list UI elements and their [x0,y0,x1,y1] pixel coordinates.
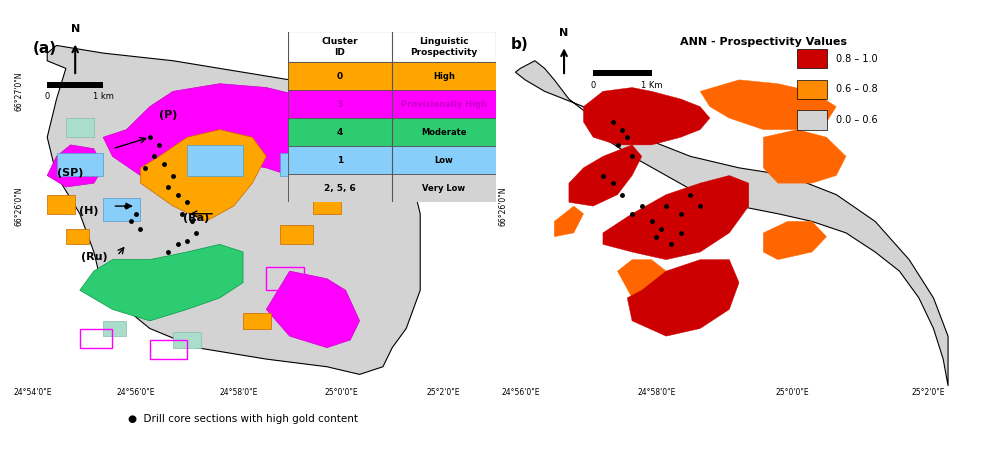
Text: 24°54'0"E: 24°54'0"E [14,388,53,397]
Text: 1 Km: 1 Km [641,81,663,90]
Text: 2, 5, 6: 2, 5, 6 [323,184,356,193]
Bar [173,332,201,347]
Text: 24°58'0"E: 24°58'0"E [219,388,258,397]
Polygon shape [516,61,948,386]
Polygon shape [48,145,103,187]
Text: (H): (H) [79,206,99,216]
Bar [266,267,304,290]
Text: (SP): (SP) [58,167,83,177]
Bar [187,145,243,176]
Text: 66°26'0"N: 66°26'0"N [15,186,24,226]
Bar [48,194,75,214]
Text: 24°56'0"E: 24°56'0"E [501,388,540,397]
Text: 0.6 – 0.8: 0.6 – 0.8 [836,85,878,94]
Text: 0: 0 [590,81,596,90]
Text: Cluster
ID: Cluster ID [321,37,358,57]
Text: 25°0'0"E: 25°0'0"E [776,388,809,397]
Polygon shape [79,244,243,321]
Bar [288,62,392,90]
Bar [392,146,496,175]
Bar [48,82,103,88]
Polygon shape [141,130,266,221]
Bar [150,340,187,359]
Polygon shape [103,84,345,183]
Bar [313,198,341,214]
Text: 0: 0 [45,92,50,101]
Text: Very Low: Very Low [423,184,465,193]
Bar [65,118,94,137]
Bar [392,62,496,90]
Bar [288,175,392,202]
Bar [798,49,826,68]
Bar [288,118,392,146]
Text: b): b) [511,37,529,52]
Bar [79,328,112,347]
Text: 0.8 – 1.0: 0.8 – 1.0 [836,54,878,64]
Polygon shape [48,45,421,374]
Bar [243,313,271,328]
Text: Linguistic
Prospectivity: Linguistic Prospectivity [411,37,477,57]
Polygon shape [617,260,667,298]
Bar [103,321,126,336]
Bar [392,175,496,202]
Text: 1: 1 [336,156,343,165]
Bar [281,225,312,244]
Bar [281,153,327,176]
Bar [798,111,826,130]
Bar [288,146,392,175]
Bar [392,118,496,146]
Polygon shape [627,260,739,336]
Bar [57,153,103,176]
Bar [593,70,652,76]
Text: 25°2'0"E: 25°2'0"E [427,388,460,397]
Bar [288,32,496,62]
Text: Provisionally High: Provisionally High [401,100,487,109]
Bar [327,130,355,145]
Text: (P): (P) [160,110,178,120]
Text: (a): (a) [33,41,58,56]
Text: (Ru): (Ru) [80,252,107,261]
Polygon shape [569,145,642,206]
Text: 1 km: 1 km [92,92,114,101]
Text: ANN - Prospectivity Values: ANN - Prospectivity Values [680,36,847,47]
Text: Low: Low [434,156,453,165]
Polygon shape [555,206,583,237]
Text: (Ra): (Ra) [184,213,209,223]
Text: ●  Drill core sections with high gold content: ● Drill core sections with high gold con… [128,414,358,424]
Polygon shape [603,176,749,260]
Text: 66°27'0"N: 66°27'0"N [15,72,24,111]
Bar [65,229,89,244]
Bar [94,283,122,298]
Text: 3: 3 [336,100,343,109]
Bar [103,198,141,221]
Text: 4: 4 [336,128,343,137]
Bar [288,90,392,118]
Text: 0.0 – 0.6: 0.0 – 0.6 [836,115,878,125]
Polygon shape [764,130,846,183]
Text: 24°56'0"E: 24°56'0"E [116,388,155,397]
Bar [392,90,496,118]
Bar [798,80,826,99]
Text: 25°0'0"E: 25°0'0"E [324,388,358,397]
Polygon shape [583,88,710,145]
Polygon shape [266,271,359,347]
Polygon shape [700,80,836,130]
Text: N: N [70,24,79,34]
Polygon shape [764,221,826,260]
Text: 25°2'0"E: 25°2'0"E [912,388,945,397]
Text: Moderate: Moderate [422,128,466,137]
Text: N: N [559,28,568,38]
Text: 24°58'0"E: 24°58'0"E [637,388,676,397]
Text: 0: 0 [336,72,343,81]
Text: High: High [433,72,455,81]
Text: 66°26'0"N: 66°26'0"N [498,186,508,226]
